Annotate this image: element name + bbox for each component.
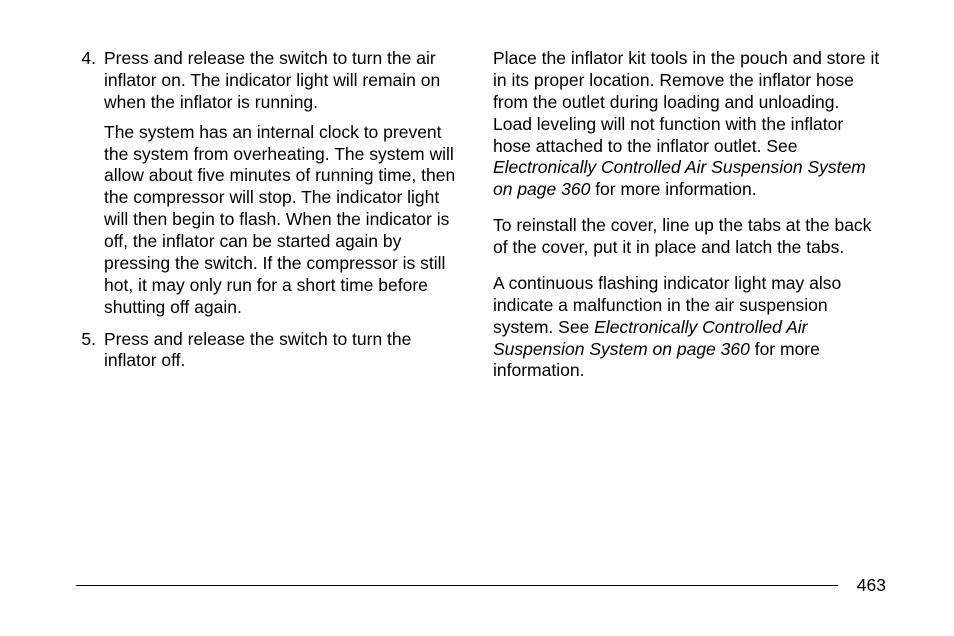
manual-page: 4. Press and release the switch to turn … [0, 0, 954, 636]
paragraph: Press and release the switch to turn the… [104, 48, 461, 114]
text-run: Place the inflator kit tools in the pouc… [493, 48, 879, 156]
page-number: 463 [857, 575, 886, 596]
paragraph: To reinstall the cover, line up the tabs… [493, 215, 882, 259]
text-run: for more information. [590, 179, 756, 199]
right-column: Place the inflator kit tools in the pouc… [493, 48, 882, 396]
list-item: 4. Press and release the switch to turn … [72, 48, 461, 319]
paragraph: Place the inflator kit tools in the pouc… [493, 48, 882, 201]
list-number: 4. [72, 48, 104, 319]
list-body: Press and release the switch to turn the… [104, 329, 461, 373]
left-column: 4. Press and release the switch to turn … [72, 48, 461, 396]
list-body: Press and release the switch to turn the… [104, 48, 461, 319]
paragraph: The system has an internal clock to prev… [104, 122, 461, 319]
paragraph: Press and release the switch to turn the… [104, 329, 461, 373]
list-number: 5. [72, 329, 104, 373]
footer-rule [76, 585, 838, 586]
two-column-layout: 4. Press and release the switch to turn … [72, 48, 882, 396]
list-item: 5. Press and release the switch to turn … [72, 329, 461, 373]
paragraph: A continuous flashing indicator light ma… [493, 273, 882, 382]
